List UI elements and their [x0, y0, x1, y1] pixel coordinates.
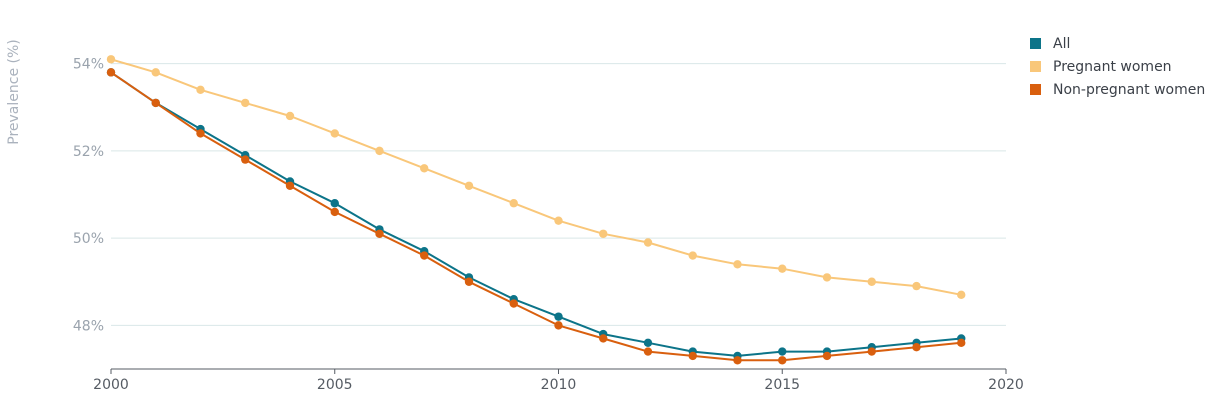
data-point[interactable] — [375, 229, 384, 238]
data-point[interactable] — [867, 347, 876, 356]
data-point[interactable] — [196, 129, 205, 138]
data-point[interactable] — [241, 155, 250, 164]
legend-label: Pregnant women — [1053, 58, 1172, 75]
legend-swatch — [1030, 84, 1041, 95]
data-point[interactable] — [599, 229, 608, 238]
x-tick-label: 2015 — [764, 377, 800, 393]
data-point[interactable] — [778, 347, 787, 356]
data-point[interactable] — [106, 55, 116, 64]
data-point[interactable] — [151, 68, 160, 77]
series-pregnant-women — [106, 55, 966, 300]
series-line — [110, 71, 962, 362]
series-line — [110, 58, 962, 296]
data-point[interactable] — [912, 281, 921, 291]
legend-swatch — [1030, 38, 1041, 49]
data-point[interactable] — [778, 264, 787, 273]
data-point[interactable] — [330, 129, 339, 138]
legend-item[interactable]: Pregnant women — [1030, 55, 1205, 78]
data-point[interactable] — [330, 207, 339, 217]
data-point[interactable] — [330, 199, 339, 208]
data-point[interactable] — [285, 181, 295, 190]
data-point[interactable] — [643, 347, 653, 356]
data-point[interactable] — [151, 98, 160, 108]
series-non-pregnant-women — [106, 68, 966, 365]
data-point[interactable] — [733, 260, 742, 269]
data-point[interactable] — [285, 111, 295, 121]
data-point[interactable] — [778, 356, 787, 365]
data-point[interactable] — [106, 68, 116, 77]
y-tick-label: 50% — [73, 231, 104, 247]
data-point[interactable] — [643, 238, 653, 247]
data-point[interactable] — [509, 199, 518, 208]
data-point[interactable] — [688, 251, 697, 260]
data-point[interactable] — [464, 277, 474, 286]
legend: All Pregnant women Non-pregnant women — [1030, 32, 1205, 101]
data-point[interactable] — [822, 273, 832, 282]
x-tick-label: 2000 — [93, 377, 129, 393]
axes: 48% 50% 52% 54% 2000 2005 2010 2015 2020 — [73, 57, 1024, 393]
data-point[interactable] — [688, 351, 697, 361]
data-point[interactable] — [420, 164, 429, 173]
data-point[interactable] — [464, 181, 474, 190]
data-point[interactable] — [733, 356, 742, 365]
data-point[interactable] — [599, 334, 608, 343]
data-point[interactable] — [420, 251, 429, 260]
data-point[interactable] — [822, 351, 832, 361]
series-line — [110, 71, 962, 357]
data-point[interactable] — [867, 277, 876, 286]
data-point[interactable] — [554, 216, 563, 225]
y-axis-label: Prevalence (%) — [6, 39, 22, 145]
data-point[interactable] — [554, 312, 563, 321]
legend-label: Non-pregnant women — [1053, 81, 1206, 98]
y-tick-label: 54% — [73, 57, 104, 73]
series-all — [106, 68, 966, 361]
data-point[interactable] — [375, 146, 384, 156]
y-tick-label: 48% — [73, 318, 104, 334]
x-tick-label: 2020 — [988, 377, 1024, 393]
data-point[interactable] — [912, 342, 921, 352]
data-point[interactable] — [643, 338, 653, 348]
y-tick-label: 52% — [73, 144, 104, 160]
legend-item[interactable]: All — [1030, 32, 1205, 55]
legend-swatch — [1030, 61, 1041, 72]
x-tick-label: 2010 — [541, 377, 577, 393]
legend-item[interactable]: Non-pregnant women — [1030, 78, 1205, 101]
x-tick-label: 2005 — [317, 377, 353, 393]
data-point[interactable] — [509, 299, 518, 308]
data-point[interactable] — [957, 338, 966, 348]
data-point[interactable] — [554, 321, 563, 330]
data-point[interactable] — [196, 85, 205, 95]
series-lines — [106, 55, 966, 365]
legend-label: All — [1053, 35, 1071, 52]
data-point[interactable] — [241, 98, 250, 108]
data-point[interactable] — [957, 290, 966, 300]
